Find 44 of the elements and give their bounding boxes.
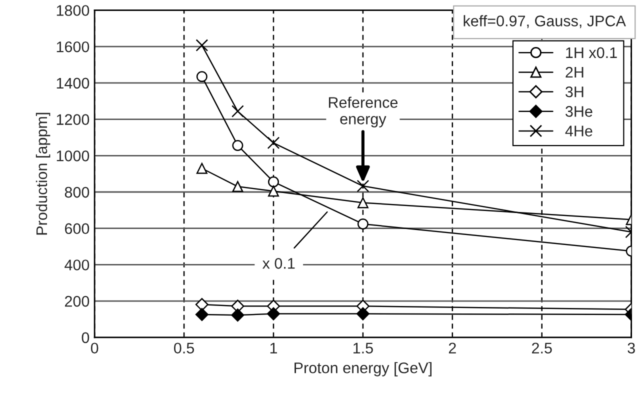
y-tick-label: 600 — [65, 223, 90, 234]
point — [268, 176, 279, 188]
y-tick-label: 400 — [64, 260, 90, 270]
point — [268, 186, 279, 197]
x-tick-label: 1.5 — [354, 342, 373, 354]
legend-label: 1H x0.1 — [566, 47, 617, 58]
y-tick-label: 1400 — [56, 78, 90, 89]
x-tick-label: 2 — [448, 342, 456, 354]
x-tick-label: 2.5 — [532, 342, 552, 354]
x-tick-label: 0 — [90, 342, 98, 354]
point — [266, 307, 280, 320]
legend-label: 2H — [566, 66, 584, 78]
point — [356, 307, 370, 320]
point — [196, 71, 208, 82]
annotation: Reference energy — [328, 96, 398, 128]
legend-label: 4He — [565, 126, 592, 136]
x-tick-label: 3 — [628, 342, 635, 354]
annotation: keff=0.97, Gauss, JPCA — [464, 15, 626, 28]
y-tick-label: 1200 — [56, 114, 90, 125]
point — [357, 197, 368, 208]
y-axis-title: Production [appm] — [36, 112, 50, 235]
y-tick-label: 1000 — [56, 150, 90, 162]
y-tick-label: 0 — [82, 332, 90, 344]
point — [356, 180, 370, 192]
y-tick-label: 200 — [64, 296, 90, 307]
y-tick-label: 800 — [64, 186, 90, 198]
y-tick-label: 1800 — [56, 5, 90, 16]
point — [196, 162, 208, 174]
point — [232, 181, 244, 192]
legend-label: 3H — [566, 86, 584, 98]
point — [195, 298, 208, 312]
point — [231, 308, 244, 322]
point — [195, 308, 208, 322]
point — [232, 140, 244, 151]
point — [196, 39, 208, 52]
x-tick-label: 0.5 — [174, 342, 194, 354]
y-tick-label: 1600 — [56, 41, 90, 52]
x-axis-title: Proton energy [GeV] — [294, 362, 432, 376]
point — [267, 136, 280, 150]
point — [232, 105, 244, 118]
annotation: x 0.1 — [262, 258, 295, 269]
point — [357, 218, 368, 230]
legend-label: 3He — [566, 106, 592, 117]
x-tick-label: 1 — [270, 342, 277, 354]
